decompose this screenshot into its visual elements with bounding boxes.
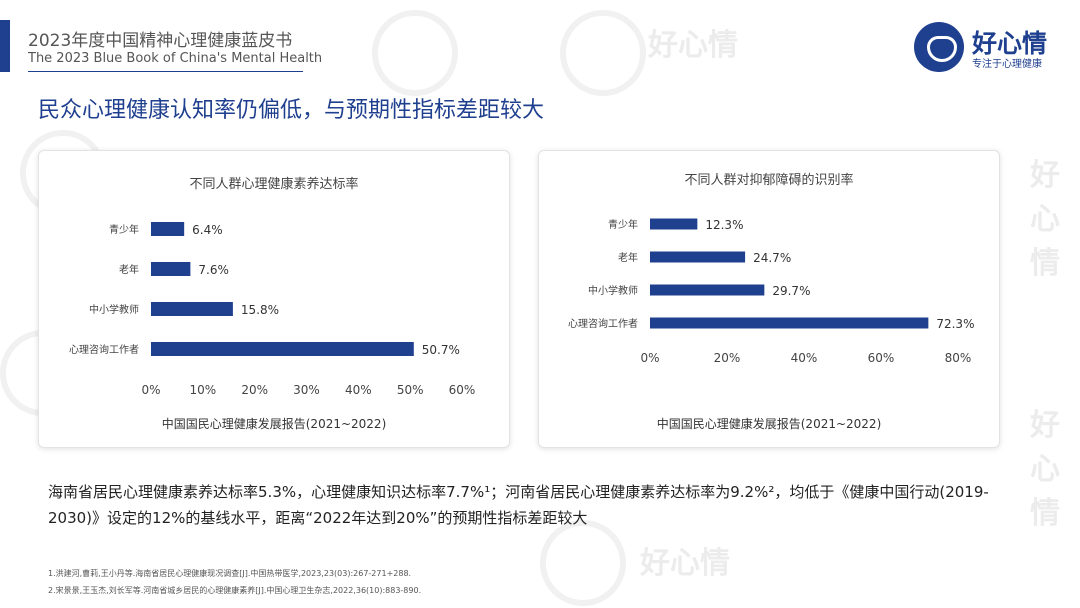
watermark-text: 好心情 [1030, 158, 1060, 281]
header-underline [28, 71, 303, 72]
brand-name: 好心情 [972, 29, 1048, 58]
watermark-logo-icon [560, 10, 646, 96]
data-label: 50.7% [422, 343, 460, 357]
chart-title: 不同人群对抑郁障碍的识别率 [684, 172, 853, 188]
chart-panel-depression: 不同人群对抑郁障碍的识别率青少年 12.3% 老年 24.7% 中小学教师 29.7% 心理… [538, 150, 1000, 448]
bar [650, 284, 765, 296]
category-label: 青少年 [109, 223, 139, 236]
category-label: 老年 [119, 263, 139, 276]
bar [650, 218, 698, 230]
x-tick-label: 0% [141, 383, 160, 397]
data-label: 24.7% [753, 251, 791, 265]
data-label: 72.3% [936, 317, 974, 331]
category-label: 中小学教师 [89, 303, 139, 316]
header-title-cn: 2023年度中国精神心理健康蓝皮书 [28, 31, 293, 51]
header-accent-bar [0, 20, 10, 72]
data-label: 15.8% [241, 303, 279, 317]
x-tick-label: 50% [397, 383, 424, 397]
watermark-text: 好心情 [648, 28, 738, 63]
x-tick-label: 0% [640, 351, 659, 365]
summary-line-2: 2030)》设定的12%的基线水平，距离“2022年达到20%”的预期性指标差距… [48, 509, 588, 527]
x-tick-label: 20% [714, 351, 741, 365]
x-tick-label: 40% [791, 351, 818, 365]
x-tick-label: 10% [189, 383, 216, 397]
x-axis-label: 中国国民心理健康发展报告(2021~2022) [162, 416, 387, 431]
x-tick-label: 20% [241, 383, 268, 397]
x-tick-label: 80% [945, 351, 972, 365]
chart-panel-literacy: 不同人群心理健康素养达标率青少年 6.4% 老年 7.6% 中小学教师 15.8% 心理咨询… [38, 150, 510, 448]
category-label: 中小学教师 [588, 284, 638, 297]
x-tick-label: 40% [345, 383, 372, 397]
x-tick-label: 60% [868, 351, 895, 365]
bar [151, 302, 233, 316]
bar [650, 317, 929, 329]
reference-2: 2.宋景景,王玉杰,刘长军等.河南省城乡居民的心理健康素养[J].中国心理卫生杂… [48, 586, 422, 595]
x-tick-label: 30% [293, 383, 320, 397]
watermark-logo-icon [540, 520, 626, 606]
x-axis-label: 中国国民心理健康发展报告(2021~2022) [657, 416, 882, 431]
watermark-text: 好心情 [640, 546, 730, 581]
category-label: 老年 [618, 251, 638, 264]
bar [151, 262, 191, 276]
bar [650, 251, 746, 263]
watermark-logo-icon [372, 10, 458, 96]
reference-1: 1.洪建河,曹莉,王小丹等.海南省居民心理健康现况调查[J].中国热带医学,20… [48, 569, 412, 578]
data-label: 6.4% [192, 223, 223, 237]
category-label: 青少年 [608, 218, 638, 231]
header-title-en: The 2023 Blue Book of China's Mental Hea… [28, 51, 323, 66]
brand-tagline: 专注于心理健康 [972, 59, 1042, 70]
category-label: 心理咨询工作者 [69, 343, 139, 356]
bar [151, 222, 185, 236]
chart-title: 不同人群心理健康素养达标率 [189, 176, 358, 192]
category-label: 心理咨询工作者 [568, 317, 638, 330]
summary-line-1: 海南省居民心理健康素养达标率5.3%，心理健康知识达标率7.7%¹；河南省居民心… [48, 483, 989, 501]
bar [151, 342, 414, 356]
heart-in-circle-icon [914, 22, 964, 72]
data-label: 7.6% [198, 263, 229, 277]
summary-paragraph: 海南省居民心理健康素养达标率5.3%，心理健康知识达标率7.7%¹；河南省居民心… [48, 479, 1038, 531]
x-tick-label: 60% [449, 383, 476, 397]
slide-title: 民众心理健康认知率仍偏低，与预期性指标差距较大 [38, 98, 545, 123]
data-label: 29.7% [772, 284, 810, 298]
data-label: 12.3% [705, 218, 743, 232]
brand-logo: 好心情 专注于心理健康 [914, 22, 1064, 74]
